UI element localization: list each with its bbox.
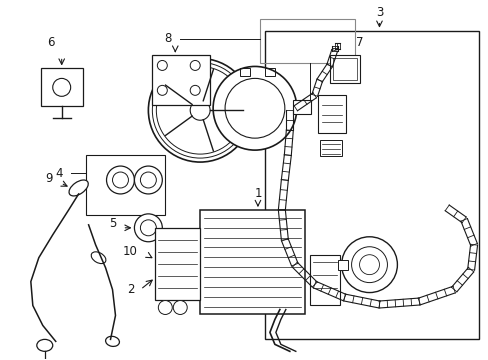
Text: 6: 6: [47, 36, 54, 49]
Ellipse shape: [37, 339, 53, 351]
Circle shape: [134, 166, 162, 194]
Bar: [317, 95, 345, 133]
Text: 2: 2: [126, 283, 134, 296]
Bar: [260, 19, 354, 63]
Text: 5: 5: [109, 217, 116, 230]
Bar: [292, 100, 310, 114]
Circle shape: [173, 301, 187, 315]
Bar: [264, 31, 478, 339]
Circle shape: [213, 67, 296, 150]
Circle shape: [134, 214, 162, 242]
Bar: [319, 140, 341, 156]
Circle shape: [106, 166, 134, 194]
Text: 9: 9: [45, 171, 52, 185]
Text: 3: 3: [375, 6, 383, 19]
Bar: [309, 255, 339, 305]
Circle shape: [148, 58, 251, 162]
Text: 8: 8: [164, 32, 172, 45]
Circle shape: [341, 237, 397, 293]
Bar: [329, 55, 359, 84]
Text: 1: 1: [254, 188, 261, 201]
Bar: [41, 68, 82, 106]
Bar: [155, 228, 200, 300]
Text: 4: 4: [55, 167, 62, 180]
Circle shape: [190, 100, 210, 120]
Bar: [240, 68, 249, 76]
Text: 10: 10: [123, 245, 138, 258]
Ellipse shape: [105, 336, 119, 346]
Ellipse shape: [91, 252, 106, 264]
Bar: [332, 58, 356, 80]
Bar: [200, 210, 304, 315]
Circle shape: [158, 301, 172, 315]
Text: 7: 7: [355, 36, 362, 49]
Ellipse shape: [69, 180, 88, 196]
Bar: [264, 68, 274, 76]
Bar: [337, 260, 347, 270]
Bar: [152, 55, 210, 105]
Bar: [85, 155, 165, 215]
